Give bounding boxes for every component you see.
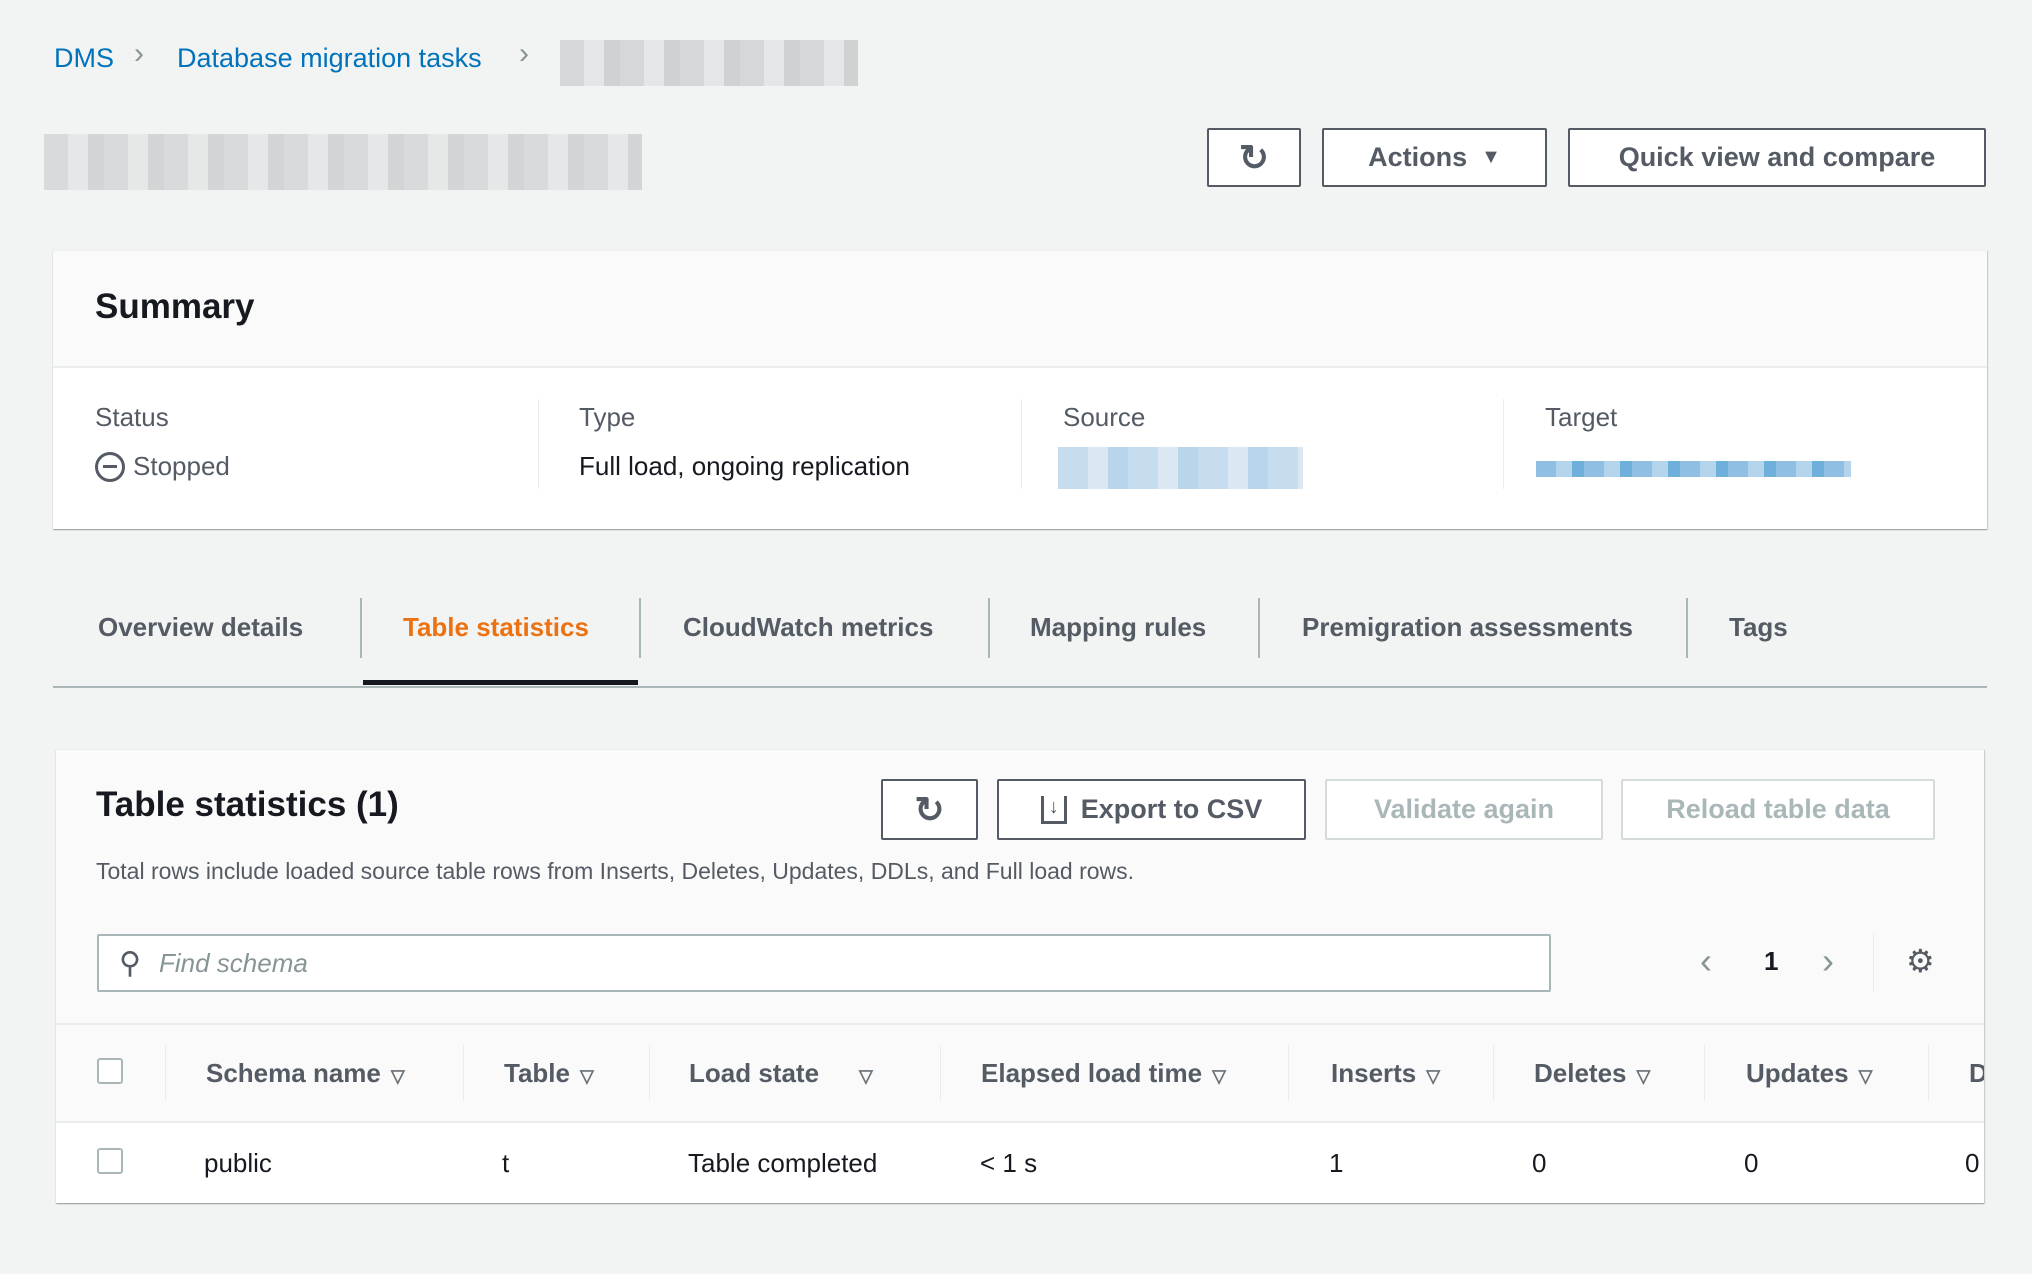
cell-updates: 0 [1744, 1148, 1759, 1178]
status-value: Stopped [95, 451, 230, 482]
search-icon: ⚲ [119, 946, 141, 980]
tab-cloudwatch-metrics[interactable]: CloudWatch metrics [683, 612, 934, 642]
summary-title: Summary [95, 287, 255, 326]
sort-icon: ▽ [390, 1066, 405, 1086]
select-all-checkbox[interactable] [97, 1058, 123, 1084]
status-label: Status [95, 402, 169, 432]
refresh-icon: ↻ [914, 788, 945, 830]
column-header-deletes[interactable]: Deletes ▽ [1534, 1058, 1651, 1088]
sort-icon: ▽ [1858, 1066, 1873, 1086]
page-number[interactable]: 1 [1764, 946, 1779, 976]
cell-load-state: Table completed [688, 1148, 878, 1178]
target-link-redacted[interactable] [1536, 461, 1851, 477]
cell-table: t [502, 1148, 510, 1178]
refresh-button[interactable]: ↻ [1207, 128, 1301, 187]
previous-page-icon[interactable]: ‹ [1700, 940, 1712, 981]
tab-table-statistics[interactable]: Table statistics [403, 612, 589, 642]
sort-icon: ▽ [1212, 1066, 1226, 1086]
settings-gear-icon[interactable]: ⚙ [1906, 943, 1935, 979]
stopped-icon [95, 451, 125, 482]
find-schema-input[interactable]: ⚲ Find schema [97, 934, 1551, 992]
tab-tags[interactable]: Tags [1729, 612, 1788, 642]
column-header-schema-name[interactable]: Schema name ▽ [206, 1058, 405, 1088]
quick-view-compare-button[interactable]: Quick view and compare [1568, 128, 1986, 187]
chevron-right-icon: › [519, 37, 529, 70]
column-header-table[interactable]: Table ▽ [504, 1058, 594, 1088]
summary-card: Summary Status Stopped Type Full load, o… [53, 250, 1987, 529]
validate-again-button[interactable]: Validate again [1325, 779, 1603, 840]
reload-table-data-button[interactable]: Reload table data [1621, 779, 1935, 840]
sort-icon: ▽ [1426, 1066, 1441, 1086]
download-icon: ↓ [1040, 795, 1067, 824]
row-checkbox[interactable] [97, 1148, 123, 1174]
chevron-right-icon: › [134, 37, 144, 70]
tab-mapping-rules[interactable]: Mapping rules [1030, 612, 1207, 642]
sort-icon: ▽ [1636, 1066, 1651, 1086]
export-label: Export to CSV [1080, 794, 1263, 824]
refresh-table-button[interactable]: ↻ [881, 779, 978, 840]
type-label: Type [579, 402, 636, 432]
actions-button[interactable]: Actions ▼ [1322, 128, 1547, 187]
page-title-redacted [44, 134, 642, 190]
cell-deletes: 0 [1532, 1148, 1547, 1178]
breadcrumb-tasks[interactable]: Database migration tasks [177, 43, 482, 73]
caret-down-icon: ▼ [1481, 146, 1501, 168]
active-tab-indicator [363, 680, 638, 685]
column-header-load-state[interactable]: Load state ▽ [689, 1058, 873, 1088]
table-statistics-description: Total rows include loaded source table r… [96, 858, 1135, 884]
column-header-ddls-truncated[interactable]: D [1969, 1058, 1984, 1088]
cell-ddls-truncated: 0 [1965, 1148, 1980, 1178]
target-label: Target [1545, 402, 1618, 432]
status-text: Stopped [133, 451, 230, 481]
cell-schema-name: public [204, 1148, 272, 1178]
table-row [56, 1121, 1984, 1203]
reload-label: Reload table data [1666, 794, 1890, 824]
refresh-icon: ↻ [1238, 136, 1270, 178]
source-label: Source [1063, 402, 1146, 432]
next-page-icon[interactable]: › [1822, 940, 1834, 981]
tab-overview-details[interactable]: Overview details [98, 612, 304, 642]
cell-inserts: 1 [1329, 1148, 1344, 1178]
column-header-updates[interactable]: Updates ▽ [1746, 1058, 1873, 1088]
sort-icon: ▽ [859, 1066, 873, 1086]
column-header-inserts[interactable]: Inserts ▽ [1331, 1058, 1441, 1088]
breadcrumb-current-redacted [560, 40, 858, 86]
actions-label: Actions [1368, 142, 1468, 172]
breadcrumb-dms[interactable]: DMS [54, 43, 114, 73]
column-header-elapsed-load-time[interactable]: Elapsed load time ▽ [981, 1058, 1226, 1088]
search-placeholder: Find schema [158, 947, 308, 978]
type-value: Full load, ongoing replication [579, 451, 910, 481]
sort-icon: ▽ [579, 1066, 594, 1086]
cell-elapsed-load-time: < 1 s [980, 1148, 1038, 1178]
export-csv-button[interactable]: ↓ Export to CSV [997, 779, 1306, 840]
table-statistics-title: Table statistics (1) [96, 785, 399, 824]
validate-label: Validate again [1373, 794, 1555, 824]
quick-view-label: Quick view and compare [1618, 142, 1936, 172]
tab-premigration-assessments[interactable]: Premigration assessments [1302, 612, 1633, 642]
source-link-redacted[interactable] [1058, 447, 1303, 489]
